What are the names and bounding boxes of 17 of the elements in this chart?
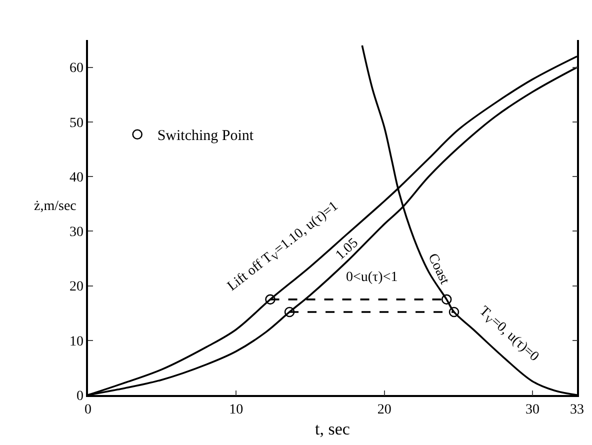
y-axis-title: ż,m/sec — [34, 199, 76, 214]
x-tick-label: 10 — [229, 402, 244, 418]
y-tick-label: 10 — [69, 334, 84, 350]
x-tick-label: 20 — [377, 402, 392, 418]
y-tick-label: 30 — [69, 225, 84, 240]
x-axis-title: t, sec — [315, 419, 350, 438]
annotation: Coast — [424, 251, 452, 287]
y-tick-label: 20 — [69, 280, 84, 295]
y-tick-label: 60 — [69, 61, 84, 76]
annotation: 1.05 — [333, 236, 362, 264]
x-tick-label: 33 — [570, 402, 584, 418]
annotation: 0<u(τ)<1 — [346, 270, 398, 285]
y-tick-label: 40 — [69, 170, 84, 186]
x-tick-label: 30 — [526, 402, 540, 418]
y-tick-label: 0 — [76, 388, 84, 404]
legend-label: Switching Point — [157, 128, 254, 144]
y-tick-label: 50 — [69, 116, 84, 131]
